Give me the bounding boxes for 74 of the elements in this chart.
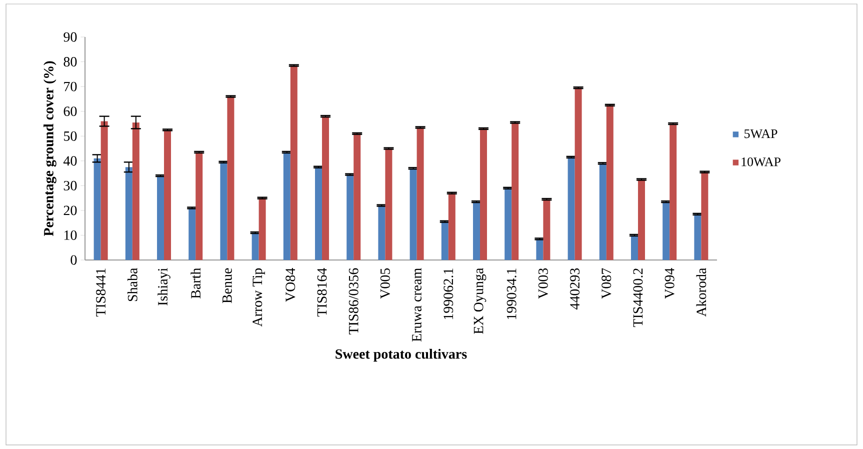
bar [354, 134, 361, 260]
bar [504, 188, 512, 260]
x-tick-label: Benue [222, 268, 232, 304]
x-tick-label: TIS4400.2 [633, 268, 643, 328]
y-tick-label: 70 [64, 82, 77, 92]
y-tick-label: 60 [64, 106, 77, 116]
bar [536, 238, 544, 260]
bar [410, 168, 417, 260]
x-tick-label: Ishiayi [158, 268, 170, 306]
x-tick-label: TIS86/0356 [348, 268, 358, 334]
x-tick-label: VO84 [286, 268, 296, 302]
y-tick-label: 90 [64, 32, 77, 42]
bar [227, 96, 234, 260]
bar [157, 176, 164, 260]
x-tick-label: Eruwa cream [412, 268, 422, 342]
y-axis-title: Percentage ground cover (%) [44, 61, 56, 236]
x-tick-label: V094 [664, 268, 674, 299]
bar [512, 122, 519, 260]
bar [631, 235, 638, 260]
legend-label: 10WAP [742, 157, 780, 166]
x-tick-label: 199034.1 [506, 268, 516, 320]
x-tick-label: V087 [602, 268, 612, 299]
bar [416, 127, 424, 260]
y-tick-label: 40 [63, 156, 77, 166]
bar [164, 130, 172, 260]
legend-label: 5WAP [744, 129, 778, 138]
bar [315, 167, 322, 260]
bar [290, 65, 298, 260]
x-tick-label: Akoroda [696, 268, 706, 317]
x-axis-title: Sweet potato cultivars [336, 348, 467, 362]
x-tick-label: Arrow Tip [252, 268, 265, 327]
bar [662, 202, 670, 260]
y-tick-label: 10 [64, 230, 77, 240]
y-tick-label: 30 [64, 180, 77, 190]
bar [378, 205, 386, 260]
bar [599, 163, 606, 260]
bar [448, 193, 456, 260]
x-tick-label: Shaba [127, 268, 138, 302]
bar [322, 116, 330, 260]
y-tick-label: 50 [64, 131, 77, 141]
bar [125, 167, 132, 260]
y-tick-label: 80 [64, 57, 77, 66]
y-tick-label: 20 [64, 206, 77, 216]
bar [132, 122, 140, 260]
bar [638, 179, 645, 260]
bar [543, 199, 550, 260]
x-tick-label: 440293 [570, 268, 580, 310]
bar [385, 148, 392, 260]
x-tick-label: TIS8441 [96, 268, 106, 317]
x-tick-label: EX Oyunga [474, 268, 486, 334]
bar [568, 157, 575, 260]
bar [196, 152, 203, 260]
bar [252, 232, 259, 260]
x-tick-label: 199062.1 [444, 268, 454, 320]
x-tick-label: V003 [538, 268, 548, 299]
bar [694, 214, 702, 260]
x-tick-label: V005 [380, 268, 390, 299]
bar [441, 222, 448, 260]
bar [574, 88, 582, 260]
bar [480, 128, 487, 260]
bar [670, 124, 677, 260]
bar [473, 202, 480, 260]
bar [94, 158, 101, 260]
bar [220, 162, 228, 260]
bar [188, 208, 196, 260]
y-tick-label: 0 [70, 255, 77, 265]
bar [346, 174, 354, 260]
bar [606, 105, 614, 260]
x-tick-label: TIS8164 [317, 268, 327, 317]
bar [258, 198, 266, 260]
bar [701, 172, 708, 260]
bar [100, 121, 108, 260]
x-tick-label: Barth [190, 268, 201, 298]
bar [283, 152, 290, 260]
